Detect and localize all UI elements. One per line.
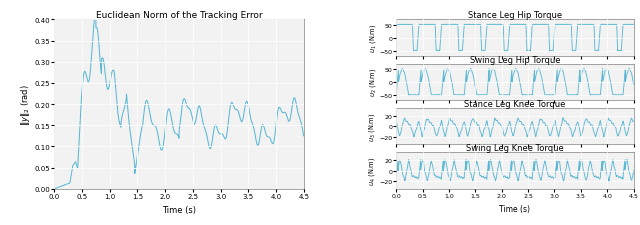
Y-axis label: $u_2$ (N.m): $u_2$ (N.m)	[367, 68, 378, 97]
Title: Swing Leg Hip Torque: Swing Leg Hip Torque	[470, 55, 560, 64]
Title: Swing Leg Knee Torque: Swing Leg Knee Torque	[466, 144, 564, 153]
Title: Stance Leg Hip Torque: Stance Leg Hip Torque	[468, 11, 562, 20]
X-axis label: Time (s): Time (s)	[499, 204, 531, 213]
Title: Euclidean Norm of the Tracking Error: Euclidean Norm of the Tracking Error	[96, 11, 262, 20]
Y-axis label: $u_3$ (N.m): $u_3$ (N.m)	[367, 112, 378, 141]
Y-axis label: $\|y\|_2$ (rad): $\|y\|_2$ (rad)	[19, 84, 32, 125]
Title: Stance Leg Knee Torque: Stance Leg Knee Torque	[464, 100, 566, 108]
X-axis label: Time (s): Time (s)	[162, 205, 196, 214]
Y-axis label: $u_4$ (N.m): $u_4$ (N.m)	[367, 156, 378, 185]
Y-axis label: $u_1$ (N.m): $u_1$ (N.m)	[367, 24, 378, 53]
